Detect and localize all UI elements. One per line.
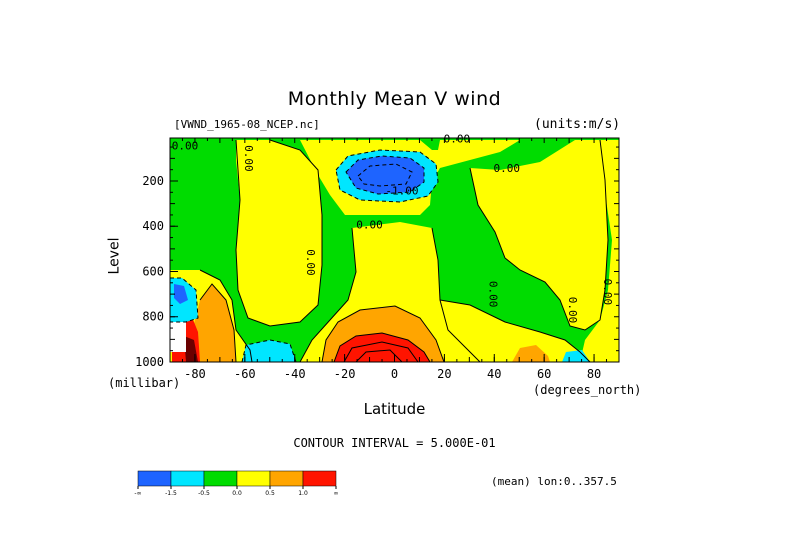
contour-lines-negative bbox=[170, 149, 439, 362]
colorbar-tick-label: -1.5 bbox=[165, 490, 177, 497]
colorbar-swatch bbox=[170, 470, 205, 487]
field-cyan-south-low bbox=[242, 340, 296, 362]
y-tick-label: 600 bbox=[142, 264, 164, 278]
field-yellow-east bbox=[470, 140, 608, 330]
y-tick-label: 200 bbox=[142, 174, 164, 188]
contour-label: 0.00 bbox=[304, 249, 317, 276]
contour-label: 0.00 bbox=[172, 139, 199, 152]
y-axis-units: (millibar) bbox=[108, 376, 181, 390]
contour-lines bbox=[199, 139, 609, 362]
x-tick-label: 40 bbox=[487, 367, 501, 381]
y-tick-label: 1000 bbox=[135, 355, 164, 369]
axis-layer: -80 -60 -40 -20 0 20 40 60 80 200 400 600 800 1000 bbox=[135, 138, 620, 381]
contour-label: 0.00 bbox=[242, 145, 255, 172]
colorbar: -∞ -1.5 -0.5 0.0 0.5 1.0 ∞ bbox=[134, 470, 339, 497]
colorbar-swatch bbox=[302, 470, 337, 487]
field-white-missing bbox=[170, 320, 186, 352]
dataset-label: [VWND_1965-08_NCEP.nc] bbox=[174, 118, 320, 131]
x-axis-label: Latitude bbox=[363, 400, 426, 418]
contour-interval-label: CONTOUR INTERVAL = 5.000E-01 bbox=[293, 436, 496, 450]
colorbar-tick-label: -0.5 bbox=[198, 490, 210, 497]
colorbar-tick-label: ∞ bbox=[334, 490, 339, 497]
x-tick-label: 20 bbox=[437, 367, 451, 381]
contour-label: 0.00 bbox=[356, 219, 383, 232]
x-tick-label: -60 bbox=[234, 367, 256, 381]
x-axis-units: (degrees_north) bbox=[533, 383, 642, 397]
contour-label: 0.00 bbox=[601, 279, 614, 306]
subset-label: (mean) lon:0..357.5 bbox=[491, 475, 617, 488]
colorbar-swatch bbox=[236, 470, 271, 487]
x-tick-label: -40 bbox=[284, 367, 306, 381]
contour-label: 0.00 bbox=[486, 281, 499, 308]
colorbar-tick-label: 0.0 bbox=[232, 490, 242, 497]
contour-field bbox=[170, 138, 619, 362]
y-tick-label: 800 bbox=[142, 310, 164, 324]
colorbar-tick-label: 0.5 bbox=[265, 490, 275, 497]
x-tick-label: 60 bbox=[537, 367, 551, 381]
contour-label: -1.00 bbox=[385, 185, 418, 198]
x-tick-label: -80 bbox=[184, 367, 206, 381]
field-blue-southwest bbox=[174, 284, 188, 304]
colorbar-swatch bbox=[203, 470, 238, 487]
units-label: (units:m/s) bbox=[534, 117, 621, 132]
contour-label: 0.00 bbox=[566, 297, 579, 324]
contour-label: 0.00 bbox=[494, 162, 521, 175]
x-tick-label: -20 bbox=[334, 367, 356, 381]
field-orange-southwest bbox=[192, 284, 236, 362]
y-tick-label: 400 bbox=[142, 219, 164, 233]
field-yellow-far-east bbox=[580, 140, 619, 362]
field-orange-east bbox=[512, 345, 550, 362]
colorbar-swatch bbox=[269, 470, 304, 487]
field-red-center bbox=[334, 333, 430, 362]
colorbar-swatch bbox=[137, 470, 172, 487]
contour-label-layer: 0.000.000.00-1.000.000.000.000.000.000.0… bbox=[172, 133, 614, 324]
x-tick-label: 0 bbox=[391, 367, 398, 381]
chart-title: Monthly Mean V wind bbox=[287, 88, 502, 110]
colorbar-tick-label: 1.0 bbox=[298, 490, 308, 497]
colorbar-tick-label: -∞ bbox=[134, 490, 141, 497]
field-yellow-south-mid bbox=[440, 300, 590, 362]
field-yellow-west bbox=[236, 140, 322, 326]
x-tick-label: 80 bbox=[587, 367, 601, 381]
